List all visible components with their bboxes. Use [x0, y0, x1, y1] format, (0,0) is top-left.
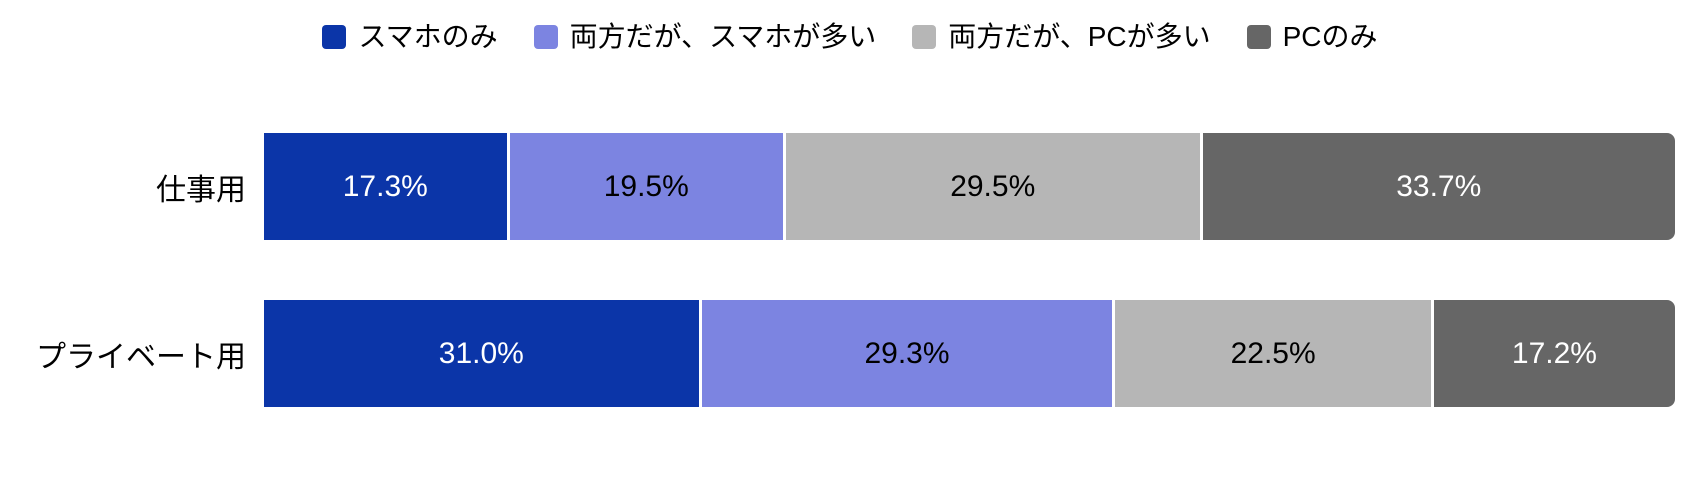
legend-label: 両方だが、スマホが多い — [569, 21, 877, 52]
value-label: 29.5% — [950, 169, 1036, 203]
legend-item-pc-nomi: PCのみ — [1246, 20, 1378, 53]
stacked-bar-chart: 仕事用 17.3% 19.5% 29.5% 33.7% プライベート用 31.0… — [0, 133, 1700, 407]
value-label: 17.3% — [342, 169, 428, 203]
legend-label: PCのみ — [1282, 21, 1378, 52]
bar-segment-ryoho-pc-ooi: 22.5% — [1115, 300, 1431, 407]
value-label: 29.3% — [864, 336, 950, 370]
legend-swatch-icon — [1246, 24, 1271, 49]
legend-item-ryoho-sumaho-ooi: 両方だが、スマホが多い — [533, 20, 877, 53]
bar-segment-sumaho-nomi: 17.3% — [264, 133, 507, 240]
legend: スマホのみ 両方だが、スマホが多い 両方だが、PCが多い PCのみ — [0, 0, 1700, 53]
bar-segment-pc-nomi: 33.7% — [1202, 133, 1675, 240]
bar-row-private-you: プライベート用 31.0% 29.3% 22.5% 17.2% — [0, 300, 1675, 407]
value-label: 19.5% — [603, 169, 689, 203]
legend-item-sumaho-nomi: スマホのみ — [322, 20, 498, 53]
value-label: 33.7% — [1396, 169, 1482, 203]
category-label: プライベート用 — [36, 340, 246, 374]
value-label: 22.5% — [1230, 336, 1316, 370]
bar-segment-sumaho-nomi: 31.0% — [264, 300, 699, 407]
legend-item-ryoho-pc-ooi: 両方だが、PCが多い — [912, 20, 1211, 53]
legend-label: 両方だが、PCが多い — [948, 21, 1211, 52]
legend-swatch-icon — [322, 24, 347, 49]
stacked-bar: 31.0% 29.3% 22.5% 17.2% — [264, 300, 1675, 407]
legend-label: スマホのみ — [358, 21, 498, 52]
bar-segment-ryoho-pc-ooi: 29.5% — [785, 133, 1200, 240]
legend-swatch-icon — [533, 24, 558, 49]
bar-segment-ryoho-sumaho-ooi: 19.5% — [509, 133, 783, 240]
stacked-bar: 17.3% 19.5% 29.5% 33.7% — [264, 133, 1675, 240]
legend-swatch-icon — [912, 24, 937, 49]
category-label: 仕事用 — [156, 173, 246, 207]
value-label: 17.2% — [1511, 336, 1597, 370]
value-label: 31.0% — [438, 336, 524, 370]
bar-segment-pc-nomi: 17.2% — [1433, 300, 1675, 407]
bar-segment-ryoho-sumaho-ooi: 29.3% — [701, 300, 1113, 407]
bar-row-shigotoyou: 仕事用 17.3% 19.5% 29.5% 33.7% — [0, 133, 1675, 240]
